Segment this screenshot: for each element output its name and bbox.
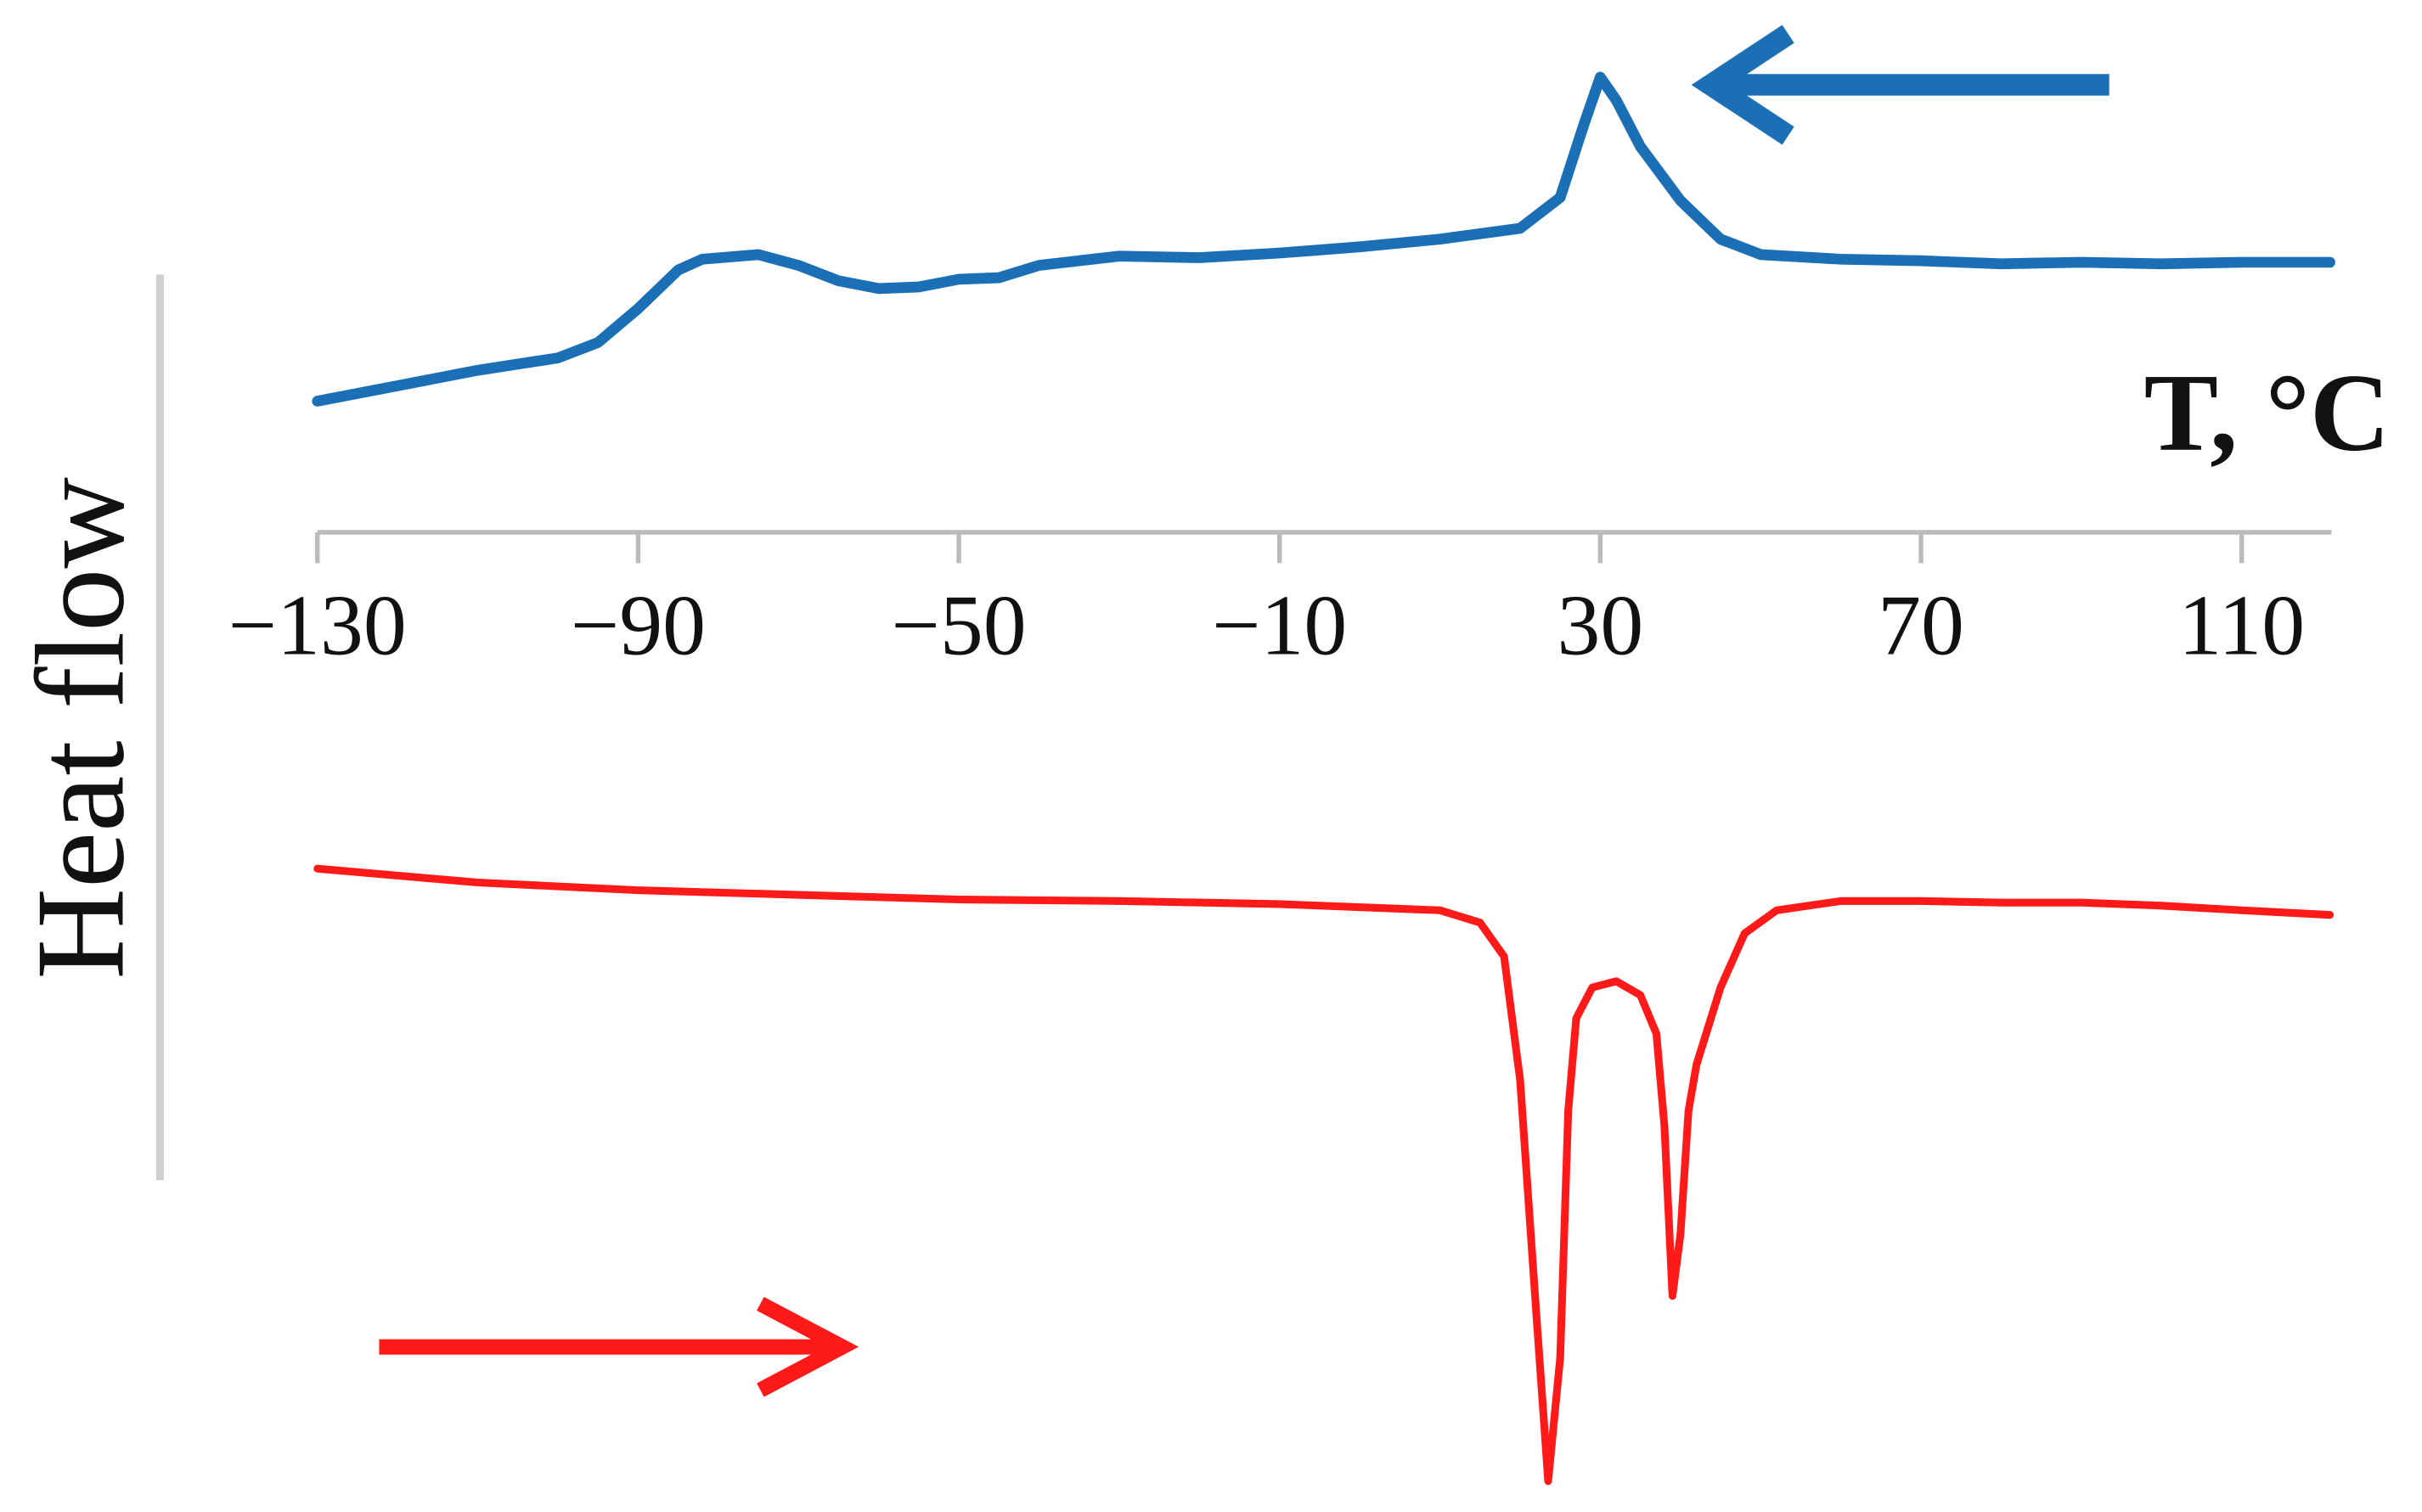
x-tick-label: −10 — [1212, 577, 1347, 673]
x-axis-label: T, °C — [2144, 351, 2391, 475]
line-series — [312, 71, 2335, 407]
x-tick-label: −130 — [228, 577, 407, 673]
heating-arrow — [379, 1296, 859, 1397]
x-tick-label: 30 — [1557, 577, 1644, 673]
x-tick-label: 110 — [2178, 577, 2305, 673]
x-tick-label: −50 — [891, 577, 1026, 673]
cooling-arrow — [1691, 25, 2109, 145]
y-axis-label: Heat flow — [10, 477, 150, 980]
x-tick-label: −90 — [571, 577, 706, 673]
line-series — [313, 864, 2335, 1486]
x-tick-label: 70 — [1878, 577, 1964, 673]
